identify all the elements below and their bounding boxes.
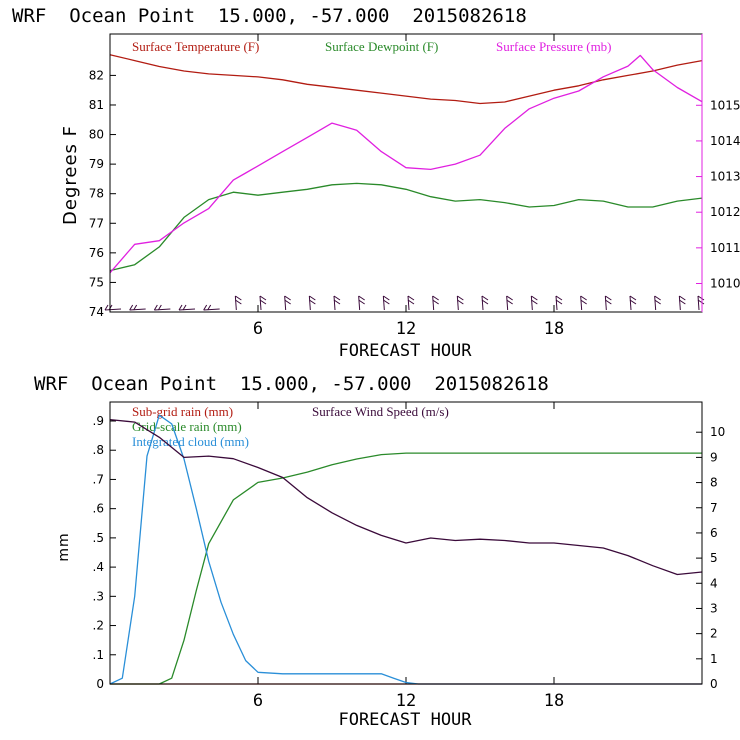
x-tick-label: 12 — [396, 691, 416, 711]
y-right-tick-label: 8 — [710, 476, 718, 490]
series-surface-dewpoint — [109, 182, 703, 272]
y-right-tick-label: 6 — [710, 526, 718, 540]
wind-barb — [153, 304, 171, 311]
wind-barb — [129, 304, 146, 311]
y-left-tick-label: 75 — [89, 275, 104, 289]
y-right-tick-label: 9 — [710, 450, 718, 464]
wind-barb — [604, 295, 612, 311]
series-surface-wind-speed — [109, 418, 703, 576]
y-left-tick-label: 79 — [89, 157, 104, 171]
panel-surface-conditions: WRF Ocean Point 15.000, -57.000 20150826… — [12, 5, 740, 361]
y-right-tick-label: 1015 — [710, 98, 740, 112]
y-right-tick-label: 3 — [710, 601, 718, 615]
y-left-tick-label: 80 — [89, 128, 104, 142]
panel-precipitation: WRF Ocean Point 15.000, -57.000 20150826… — [34, 373, 725, 730]
panel-1-ticks: 6 12 18 74 75 76 77 78 79 80 81 82 1010 1011 1012 1013 1… — [89, 34, 740, 339]
y-right-tick-label: 1013 — [710, 170, 740, 184]
y-left-tick-label: 76 — [89, 246, 104, 260]
y-right-tick-label: 7 — [710, 501, 718, 515]
y-right-tick-label: 10 — [710, 425, 725, 439]
y-left-tick-label: .4 — [93, 560, 104, 574]
wind-barb — [382, 295, 390, 311]
wind-barb — [203, 304, 220, 311]
wind-barb — [580, 295, 587, 311]
panel-2-header: WRF Ocean Point 15.000, -57.000 20150826… — [34, 373, 549, 395]
series-integrated-cloud — [109, 414, 702, 685]
legend-subgrid-rain: Sub-grid rain (mm) — [132, 404, 233, 419]
y-left-tick-label: .3 — [93, 589, 104, 603]
y-left-tick-label: .5 — [93, 531, 104, 545]
wind-barb — [407, 295, 415, 311]
y-left-tick-label: 82 — [89, 68, 104, 82]
wind-barb — [506, 295, 513, 311]
y-left-tick-label: 77 — [89, 216, 104, 230]
wind-barb — [481, 295, 489, 311]
y-right-tick-label: 1012 — [710, 205, 740, 219]
wind-barb — [308, 295, 316, 311]
legend-surface-wind-speed: Surface Wind Speed (m/s) — [312, 404, 449, 419]
panel-2-y-label: mm — [56, 532, 72, 561]
wind-barb — [697, 295, 705, 311]
y-left-tick-label: .1 — [93, 648, 104, 662]
y-left-tick-label: 0 — [96, 677, 104, 691]
y-left-tick-label: 74 — [89, 305, 104, 319]
y-left-tick-label: .7 — [93, 472, 104, 486]
wind-barb — [678, 295, 686, 311]
y-left-tick-label: 81 — [89, 98, 104, 112]
wind-barb — [234, 295, 242, 311]
wind-barb — [456, 295, 464, 311]
panel-2-x-label: FORECAST HOUR — [338, 710, 472, 730]
x-tick-label: 6 — [253, 319, 263, 339]
wind-barb — [555, 295, 563, 311]
y-left-tick-label: .2 — [93, 619, 104, 633]
wind-barb — [178, 304, 196, 311]
legend-integrated-cloud: Integrated cloud (mm) — [132, 434, 249, 449]
series-grid-scale-rain — [110, 452, 702, 685]
x-tick-label: 18 — [544, 319, 564, 339]
legend-surface-pressure: Surface Pressure (mb) — [496, 39, 612, 54]
x-tick-label: 6 — [253, 691, 263, 711]
wind-barbs — [104, 295, 705, 311]
y-left-tick-label: .9 — [93, 414, 104, 428]
wind-barb — [432, 295, 439, 311]
series-surface-temperature — [109, 54, 703, 105]
y-right-tick-label: 4 — [710, 576, 718, 590]
panel-2-plot-frame — [109, 401, 703, 685]
y-right-tick-label: 2 — [710, 627, 718, 641]
x-tick-label: 12 — [396, 319, 416, 339]
wind-barb — [284, 295, 291, 311]
series-surface-pressure — [109, 54, 703, 274]
panel-1-y-label: Degrees F — [60, 125, 81, 225]
wind-barb — [333, 295, 341, 311]
panel-1-header: WRF Ocean Point 15.000, -57.000 20150826… — [12, 5, 527, 27]
y-left-tick-label: .6 — [93, 502, 104, 516]
y-right-tick-label: 5 — [710, 551, 718, 565]
y-right-tick-label: 0 — [710, 677, 718, 691]
wind-barb — [654, 295, 661, 311]
wind-barb — [259, 295, 267, 311]
x-tick-label: 18 — [544, 691, 564, 711]
panel-1-series — [109, 54, 703, 274]
y-right-tick-label: 1010 — [710, 276, 740, 290]
wind-barb — [358, 295, 365, 311]
legend-surface-dewpoint: Surface Dewpoint (F) — [325, 39, 438, 54]
y-right-tick-label: 1014 — [710, 134, 740, 148]
y-left-tick-label: .8 — [93, 443, 104, 457]
legend-grid-scale-rain: Grid-scale rain (mm) — [132, 419, 242, 434]
wind-barb — [629, 295, 637, 311]
y-left-tick-label: 78 — [89, 187, 104, 201]
wind-barb — [530, 295, 538, 311]
y-right-tick-label: 1 — [710, 652, 718, 666]
y-right-tick-label: 1011 — [710, 241, 740, 255]
panel-1-x-label: FORECAST HOUR — [338, 341, 472, 361]
legend-surface-temperature: Surface Temperature (F) — [132, 39, 259, 54]
